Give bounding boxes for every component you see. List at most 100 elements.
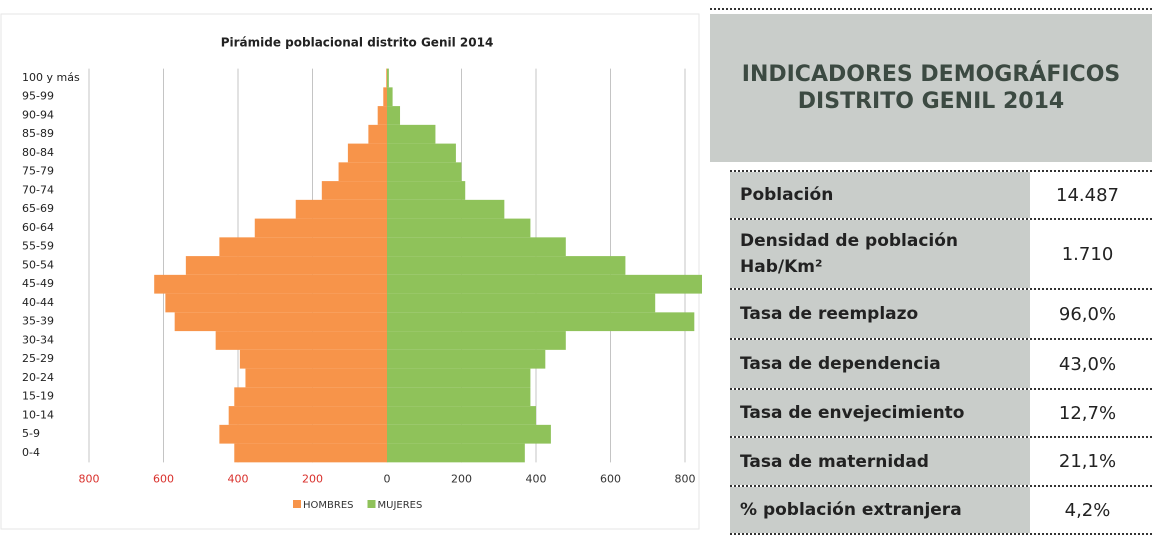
bar <box>387 106 401 125</box>
bar <box>387 68 389 88</box>
y-tick-label: 80-84 <box>22 146 54 159</box>
bar <box>387 256 626 275</box>
bar <box>228 406 387 425</box>
bar <box>234 443 387 463</box>
y-tick-label: 70-74 <box>22 183 54 196</box>
x-tick-label: 600 <box>600 472 621 485</box>
y-tick-label: 75-79 <box>22 165 54 178</box>
y-tick-label: 60-64 <box>22 221 54 234</box>
row-value: 12,7% <box>1058 402 1117 424</box>
x-tick-label: 400 <box>526 472 547 485</box>
table-row: % población extranjera 4,2% <box>730 485 1152 535</box>
row-label-cell: Población <box>730 172 1030 218</box>
y-tick-label: 25-29 <box>22 352 54 365</box>
y-tick-label: 65-69 <box>22 202 54 215</box>
bar <box>386 68 387 88</box>
row-label-cell: Tasa de dependencia <box>730 340 1030 388</box>
row-label-cell: Tasa de maternidad <box>730 438 1030 485</box>
row-label: Tasa de envejecimiento <box>740 403 965 423</box>
x-tick-label: 0 <box>384 472 391 485</box>
table-row: Tasa de envejecimiento 12,7% <box>730 388 1152 436</box>
x-tick-label: 800 <box>79 472 100 485</box>
bar <box>387 387 531 407</box>
legend-label: MUJERES <box>378 500 423 511</box>
bar <box>338 162 387 182</box>
y-tick-label: 15-19 <box>22 390 54 403</box>
row-value: 14.487 <box>1056 184 1119 206</box>
bar <box>254 218 387 238</box>
indicator-table: INDICADORES DEMOGRÁFICOS DISTRITO GENIL … <box>710 8 1152 535</box>
row-label: Tasa de dependencia <box>740 354 941 374</box>
bar <box>387 424 551 444</box>
bar <box>387 349 546 369</box>
bar <box>387 87 393 107</box>
bar <box>387 124 436 144</box>
x-tick-label: 800 <box>675 472 696 485</box>
y-tick-label: 100 y más <box>22 71 80 84</box>
x-tick-label: 200 <box>451 472 472 485</box>
y-tick-label: 10-14 <box>22 408 54 421</box>
bar <box>321 181 387 200</box>
row-label: Tasa de maternidad <box>740 451 929 472</box>
bar <box>174 312 387 332</box>
bar <box>185 256 387 275</box>
x-tick-label: 200 <box>302 472 323 485</box>
bar <box>234 387 387 407</box>
row-label: Tasa de reemplazo <box>740 304 919 324</box>
chart: Pirámide poblacional distrito Genil 2014… <box>0 13 702 530</box>
row-label-cell: Tasa de reemplazo <box>730 290 1030 338</box>
bar <box>368 124 387 144</box>
chart-title: Pirámide poblacional distrito Genil 2014 <box>221 36 494 50</box>
table-row: Tasa de reemplazo 96,0% <box>730 288 1152 338</box>
bar <box>219 237 387 257</box>
bar <box>387 143 456 163</box>
y-tick-label: 95-99 <box>22 90 54 103</box>
legend-swatch <box>367 500 376 508</box>
table-row: Tasa de maternidad 21,1% <box>730 436 1152 485</box>
row-value: 21,1% <box>1058 451 1117 472</box>
bar <box>387 162 462 182</box>
row-label: Población <box>740 185 834 205</box>
row-value: 43,0% <box>1058 353 1117 375</box>
row-value: 96,0% <box>1058 303 1117 325</box>
y-tick-label: 55-59 <box>22 240 54 253</box>
bar <box>387 312 695 332</box>
y-tick-label: 45-49 <box>22 277 54 290</box>
y-tick-label: 30-34 <box>22 333 54 346</box>
row-label-cell: Densidad de población Hab/Km² <box>730 220 1030 288</box>
bar <box>387 274 702 294</box>
bar <box>377 106 387 125</box>
bar <box>387 218 531 238</box>
bar <box>387 293 656 313</box>
bar <box>387 406 536 425</box>
y-tick-label: 0-4 <box>22 446 40 459</box>
bar <box>387 237 566 257</box>
bar <box>154 274 387 294</box>
y-tick-label: 85-89 <box>22 127 54 140</box>
bar <box>295 199 387 219</box>
bar <box>165 293 387 313</box>
y-tick-label: 5-9 <box>22 427 40 440</box>
row-value: 1.710 <box>1061 243 1114 265</box>
table-row: Tasa de dependencia 43,0% <box>730 338 1152 388</box>
bar <box>215 331 387 350</box>
legend-label: HOMBRES <box>303 500 354 511</box>
y-tick-label: 90-94 <box>22 108 54 121</box>
bar <box>383 87 387 107</box>
bar <box>347 143 387 163</box>
table-row: Población 14.487 <box>730 170 1152 218</box>
row-label-cell: % población extranjera <box>730 487 1030 533</box>
bar <box>239 349 387 369</box>
y-tick-label: 40-44 <box>22 296 54 309</box>
bar <box>387 181 466 200</box>
bar <box>387 331 566 350</box>
y-tick-label: 35-39 <box>22 315 54 328</box>
row-label: % población extranjera <box>740 500 962 520</box>
bar <box>219 424 387 444</box>
bar <box>387 199 505 219</box>
row-value: 4,2% <box>1064 499 1111 521</box>
bar <box>387 443 525 463</box>
y-tick-label: 50-54 <box>22 258 54 271</box>
x-tick-label: 400 <box>228 472 249 485</box>
